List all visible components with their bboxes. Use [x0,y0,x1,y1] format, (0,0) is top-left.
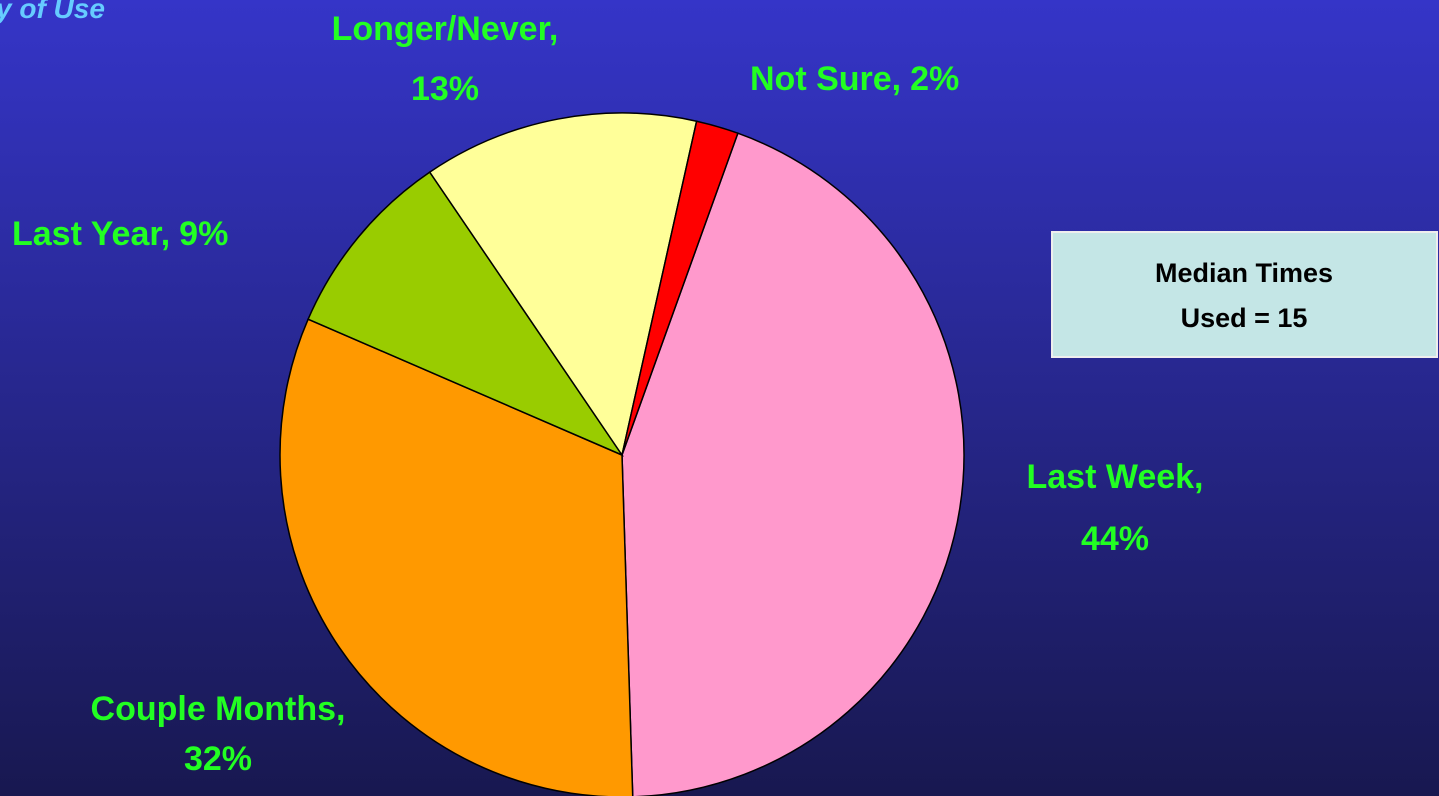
annotation-box [1051,231,1438,358]
value-label: 44% [1081,520,1149,558]
annotation: Used = 15 [1181,303,1308,333]
slice-label: Last Year, [12,215,170,253]
slice-label: Not Sure, [750,60,901,98]
value-label: 9% [179,215,228,253]
value-label: 32% [184,740,252,778]
slice-label: Longer/Never, [332,10,559,48]
pie-slice [428,112,698,457]
annotation: Median Times [1155,258,1333,288]
slice-label: Couple Months, [91,690,346,728]
pie-slice [279,318,634,796]
slice-label: Last Week, [1026,458,1203,496]
chart-title: y of Use [0,0,105,24]
value-label: 2% [910,60,959,98]
pie-slice [307,171,625,457]
pie-slice [621,132,965,796]
value-label: 13% [411,70,479,108]
pie-slice [621,120,739,456]
